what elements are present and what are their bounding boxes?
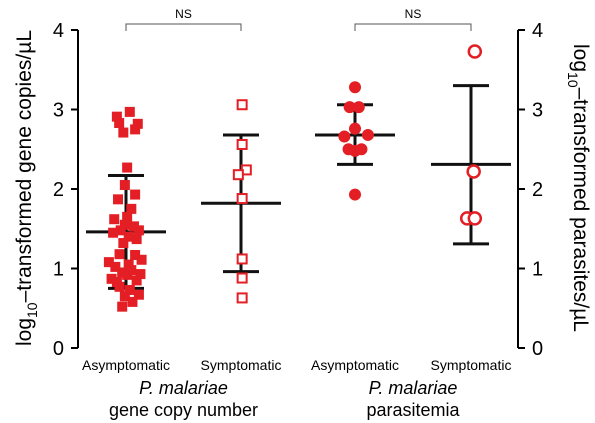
y-tick-label-left: 2 (53, 179, 64, 201)
data-point (133, 289, 144, 300)
data-point (232, 169, 244, 181)
y-tick-label-right: 2 (532, 179, 543, 201)
data-point (123, 231, 134, 242)
data-point (117, 301, 128, 312)
y-tick-label-right: 0 (532, 338, 543, 360)
data-point (103, 257, 114, 268)
data-point (119, 180, 130, 191)
y-tick-label-left: 4 (53, 20, 64, 42)
data-points (103, 44, 483, 312)
y-tick-label-right: 1 (532, 259, 543, 281)
data-point (126, 203, 137, 214)
data-point (467, 211, 483, 226)
significance-bracket (354, 23, 472, 31)
x-category-label: Asymptomatic (82, 357, 170, 373)
data-point (130, 189, 141, 200)
significance-label: NS (405, 7, 422, 21)
y-tick-label-right: 3 (532, 100, 543, 122)
group-label-species: P. malariae (139, 378, 228, 398)
data-point (236, 292, 248, 304)
y-tick-label-left: 1 (53, 259, 64, 281)
data-point (352, 101, 365, 114)
data-point (114, 249, 125, 260)
data-point (132, 118, 143, 129)
data-point (136, 254, 147, 265)
y-tick-label-right: 4 (532, 20, 543, 42)
data-point (124, 106, 135, 117)
y-tick-label-left: 3 (53, 100, 64, 122)
error-bars (86, 84, 511, 290)
data-point (236, 138, 248, 150)
data-point (466, 164, 481, 179)
data-point (236, 253, 248, 265)
data-point (349, 81, 361, 94)
data-point (130, 124, 141, 135)
y-tick-label-left: 0 (53, 338, 64, 360)
y-axis-left-title: log10–transformed gene copies/µL (13, 30, 40, 346)
data-point (349, 188, 361, 201)
significance-bracket (125, 23, 242, 31)
data-point (130, 249, 141, 260)
group-label-species: P. malariae (369, 378, 458, 398)
data-point (114, 281, 125, 292)
data-point (108, 227, 119, 238)
data-point (114, 118, 125, 129)
x-category-label: Symptomatic (431, 357, 512, 373)
group-label-measure: gene copy number (109, 400, 258, 420)
data-point (355, 143, 368, 156)
data-point (109, 214, 120, 225)
x-category-label: Asymptomatic (311, 357, 399, 373)
data-point (343, 101, 356, 114)
group-label-measure: parasitemia (366, 400, 460, 420)
data-point (119, 219, 130, 230)
data-point (127, 296, 138, 307)
data-point (349, 122, 361, 135)
data-point (118, 127, 129, 138)
y-axis-right-title: log10–transformed parasites/µL (565, 44, 592, 332)
data-point (236, 99, 248, 111)
data-point (467, 44, 483, 59)
axes (77, 30, 519, 348)
data-point (110, 261, 121, 272)
data-point (124, 284, 135, 295)
data-point (111, 111, 122, 122)
significance-label: NS (175, 7, 192, 21)
ticks: 0 0 1 1 2 2 3 3 4 4 (53, 20, 543, 360)
data-point (115, 225, 126, 236)
data-point (122, 269, 133, 280)
data-point (338, 130, 351, 143)
category-labels: Asymptomatic Symptomatic Asymptomatic Sympt… (82, 357, 511, 420)
significance-brackets: NS NS (125, 7, 472, 31)
data-point (135, 269, 146, 280)
data-point (131, 234, 142, 245)
data-point (133, 225, 144, 236)
data-point (123, 259, 134, 270)
data-point (106, 273, 117, 284)
data-point (361, 128, 374, 141)
data-point (118, 238, 129, 249)
data-point (119, 291, 130, 302)
data-point (236, 272, 248, 284)
data-point (131, 275, 142, 286)
data-point (113, 194, 124, 205)
data-point (122, 162, 133, 173)
data-point (236, 193, 248, 205)
x-category-label: Symptomatic (201, 357, 282, 373)
data-point (122, 211, 133, 222)
